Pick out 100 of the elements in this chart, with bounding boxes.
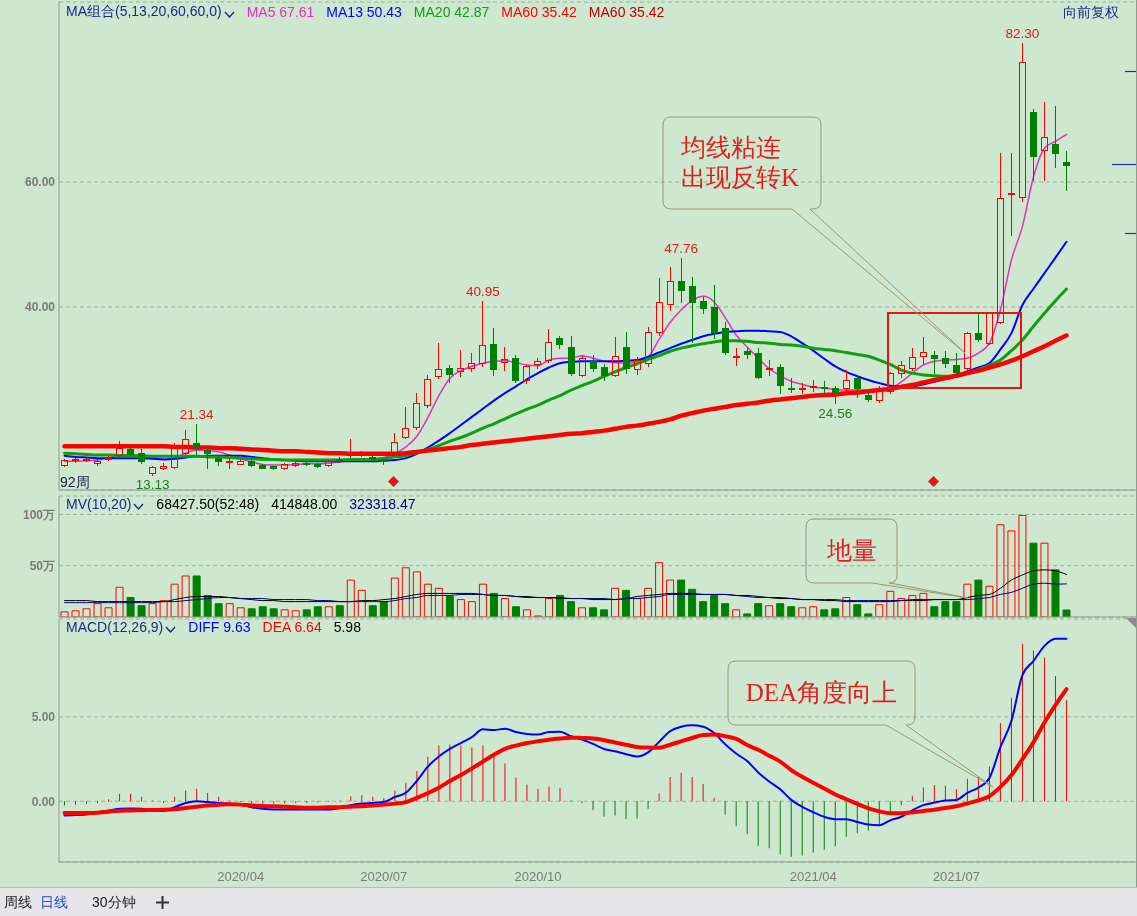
candlestick — [435, 342, 442, 380]
annotation: DEA角度向上 — [745, 678, 898, 708]
bar — [754, 603, 763, 617]
candlestick — [898, 360, 905, 379]
text: 30分钟 — [92, 894, 136, 912]
candlestick — [479, 300, 486, 368]
bar — [721, 603, 730, 617]
candlestick — [678, 257, 685, 304]
bar — [60, 611, 69, 617]
bar — [699, 601, 708, 617]
bar — [115, 586, 124, 617]
bar — [996, 524, 1005, 617]
candlestick — [94, 458, 101, 467]
y-tick-label: 0.00 — [31, 794, 56, 809]
candlestick — [590, 354, 597, 373]
bar — [600, 609, 609, 617]
bar — [644, 587, 653, 617]
candlestick — [744, 347, 751, 360]
text: MA60 35.42 — [501, 4, 577, 20]
text: 日线 — [40, 894, 68, 912]
candlestick — [755, 347, 762, 378]
bar — [842, 597, 851, 617]
annotation: 40.95 — [466, 283, 500, 299]
x-tick-label: 2020/04 — [217, 869, 265, 885]
candlestick — [534, 357, 541, 370]
candlestick — [1063, 150, 1070, 192]
annotation: 21.34 — [179, 406, 215, 422]
candlestick — [446, 364, 453, 384]
bar — [324, 606, 333, 617]
annotation: 均线粘连出现反转K — [681, 133, 801, 193]
annotation: 5.98 — [333, 619, 361, 635]
candlestick — [832, 385, 839, 405]
text: DEA 6.64 — [262, 619, 322, 635]
bar — [423, 583, 432, 617]
annotation: 47.76 — [664, 241, 699, 257]
bar — [225, 603, 234, 617]
candlestick — [303, 460, 310, 465]
bar — [567, 601, 575, 617]
bar — [236, 607, 245, 617]
bar — [666, 579, 675, 617]
candlestick — [259, 465, 266, 469]
bar — [1040, 542, 1049, 617]
candlestick — [656, 277, 663, 337]
annotation: 68427.50(52:48) — [156, 496, 260, 512]
bar — [677, 579, 686, 617]
candlestick — [854, 375, 861, 399]
candlestick — [601, 363, 608, 382]
candlestick — [766, 359, 773, 377]
bar — [247, 608, 256, 617]
bar — [710, 594, 719, 617]
candlestick — [512, 354, 519, 384]
candlestick — [568, 335, 575, 377]
candlestick — [314, 464, 321, 467]
bar — [313, 606, 322, 617]
bar — [500, 598, 509, 617]
candlestick — [579, 354, 586, 376]
bar — [886, 590, 895, 617]
candlestick — [777, 363, 784, 395]
candlestick — [722, 321, 729, 356]
candlestick — [953, 352, 960, 373]
bar — [798, 607, 807, 617]
bar — [401, 567, 410, 617]
candlestick — [281, 464, 288, 469]
candlestick — [72, 459, 79, 464]
bar — [1051, 569, 1060, 617]
candlestick — [920, 336, 927, 365]
bar — [137, 605, 146, 617]
bar — [820, 609, 829, 617]
candlestick — [468, 352, 475, 373]
candlestick — [799, 382, 806, 395]
bar — [511, 606, 520, 617]
candlestick — [997, 152, 1004, 323]
bar — [963, 583, 972, 617]
bar — [809, 606, 818, 617]
bar — [578, 607, 587, 617]
bar — [875, 604, 884, 617]
candlestick — [1052, 105, 1059, 169]
bar — [148, 603, 157, 617]
x-tick-label: 2020/10 — [514, 869, 562, 885]
y-tick-label: 50万 — [29, 558, 55, 573]
candlestick — [402, 406, 409, 438]
bar — [203, 594, 212, 617]
bar — [456, 599, 465, 617]
candlestick — [909, 347, 916, 372]
bar — [357, 589, 366, 617]
candlestick — [369, 454, 376, 460]
bar — [258, 606, 267, 617]
candlestick — [127, 446, 134, 455]
candlestick — [975, 311, 982, 343]
chart-title: MV(10,20) — [66, 496, 132, 512]
candlestick — [810, 379, 817, 393]
candlestick — [215, 455, 222, 467]
y-tick-label: 40.00 — [24, 300, 56, 315]
candlestick — [623, 331, 630, 375]
bar — [335, 605, 344, 617]
candlestick — [1008, 152, 1015, 237]
candlestick — [788, 377, 795, 394]
candlestick — [1041, 101, 1048, 182]
bar — [214, 603, 223, 617]
text: 414848.00 — [271, 496, 338, 512]
